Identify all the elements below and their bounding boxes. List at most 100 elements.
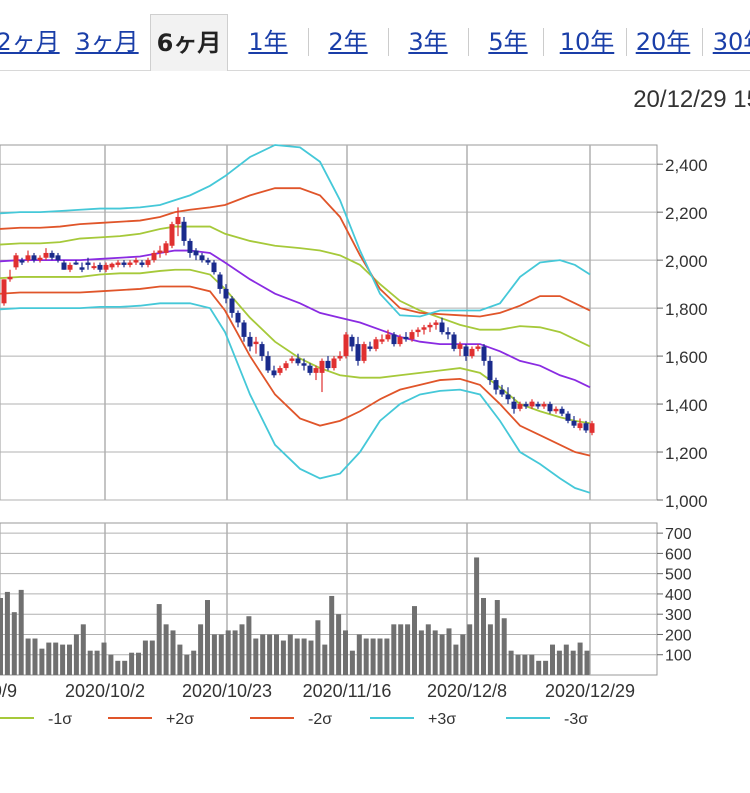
candle-body (373, 339, 379, 349)
candle-body (25, 255, 31, 261)
price-tick-label: 1,600 (665, 348, 708, 367)
candle-body (205, 260, 211, 263)
candle-body (97, 264, 103, 270)
volume-bar (515, 654, 521, 675)
volume-bar (336, 614, 342, 675)
candle-body (289, 358, 295, 361)
volume-bar (101, 642, 107, 675)
candle-body (355, 344, 361, 361)
candle-body (7, 276, 13, 280)
candle-body (247, 336, 253, 347)
candle-body (253, 341, 259, 345)
tab-period-2[interactable]: 6ヶ月 (150, 14, 228, 71)
volume-bar (522, 654, 528, 675)
candle-body (139, 262, 145, 265)
volume-bar (446, 628, 452, 675)
period-tab-bar: 2ヶ月 3ヶ月 6ヶ月 1年 2年 3年 5年 10年 20年 30年 (0, 0, 750, 71)
candle-body (319, 360, 325, 373)
volume-bar (556, 650, 562, 675)
volume-bar (94, 650, 100, 675)
volume-bar (529, 654, 535, 675)
tab-period-9[interactable]: 30年 (712, 28, 750, 56)
volume-bar (67, 644, 72, 675)
candle-body (265, 356, 271, 371)
bollinger-bands (0, 144, 591, 494)
candle-body (31, 255, 37, 261)
volume-bar (39, 648, 45, 675)
candle-body (385, 334, 391, 340)
candle-body (217, 274, 223, 289)
price-plot-frame (0, 144, 658, 501)
volume-bar (543, 660, 549, 675)
candle-body (67, 264, 73, 270)
date-x-axis: 9/9 2020/10/2 2020/10/23 2020/11/16 2020/12/… (0, 681, 635, 701)
volume-bar (494, 600, 500, 675)
candle-body (349, 336, 355, 347)
volume-bar (149, 640, 155, 675)
candle-body (91, 266, 97, 269)
legend-label: -2σ (308, 711, 332, 728)
volume-bar (439, 634, 445, 675)
volume-bar (87, 650, 93, 675)
volume-bar (205, 600, 210, 675)
volume-bar (370, 638, 376, 675)
volume-bar (322, 644, 328, 675)
candle-body (325, 360, 331, 369)
date-tick-label: 9/9 (0, 681, 17, 701)
price-tick-label: 2,400 (665, 156, 708, 175)
tab-period-0[interactable]: 2ヶ月 (0, 28, 60, 56)
chart-legend: -1σ +2σ -2σ +3σ -3σ (0, 711, 588, 728)
volume-bar (136, 652, 141, 675)
candle-body (361, 344, 367, 361)
legend-label: +3σ (428, 711, 456, 728)
tab-period-3[interactable]: 1年 (248, 28, 288, 56)
tab-period-8[interactable]: 20年 (635, 28, 691, 56)
candle-body (403, 336, 409, 340)
candle-body (259, 344, 265, 357)
volume-tick-label: 400 (665, 587, 692, 604)
volume-bar (280, 640, 286, 675)
volume-bar (391, 624, 397, 675)
candle-body (397, 336, 403, 345)
volume-bar (108, 654, 114, 675)
legend-label: +2σ (166, 711, 194, 728)
volume-bar (80, 624, 86, 675)
candle-body (271, 370, 277, 376)
volume-bar (432, 630, 438, 675)
volume-bar (4, 591, 10, 675)
date-tick-label: 2020/12/8 (427, 681, 507, 701)
candle-body (427, 324, 433, 328)
volume-bar (60, 644, 66, 675)
volume-bar (384, 638, 390, 675)
volume-bar (142, 640, 148, 675)
volume-tick-label: 600 (665, 546, 692, 563)
tab-separator (702, 28, 703, 56)
tab-separator (388, 28, 389, 56)
candlesticks (1, 207, 595, 436)
tab-period-6[interactable]: 5年 (488, 28, 528, 56)
volume-bar (53, 642, 59, 675)
candle-body (145, 260, 151, 265)
tab-period-5[interactable]: 3年 (408, 28, 448, 56)
volume-bar (239, 624, 245, 675)
volume-grid (0, 522, 658, 676)
candle-body (163, 243, 169, 253)
volume-bar (225, 630, 231, 675)
candle-body (451, 334, 457, 349)
candle-body (79, 267, 85, 270)
candle-body (175, 216, 181, 225)
candle-body (73, 262, 79, 265)
volume-bar (260, 634, 266, 675)
volume-bar (274, 634, 279, 675)
volume-bar (287, 634, 293, 675)
volume-bar (349, 650, 355, 675)
tab-period-4[interactable]: 2年 (328, 28, 368, 56)
volume-bar (508, 650, 514, 675)
tab-period-1[interactable]: 3ヶ月 (75, 28, 139, 56)
volume-bar (343, 630, 348, 675)
candle-body (481, 346, 487, 361)
tab-period-7[interactable]: 10年 (559, 28, 615, 56)
candle-body (337, 356, 343, 359)
candle-body (181, 221, 187, 241)
volume-bar (425, 624, 431, 675)
